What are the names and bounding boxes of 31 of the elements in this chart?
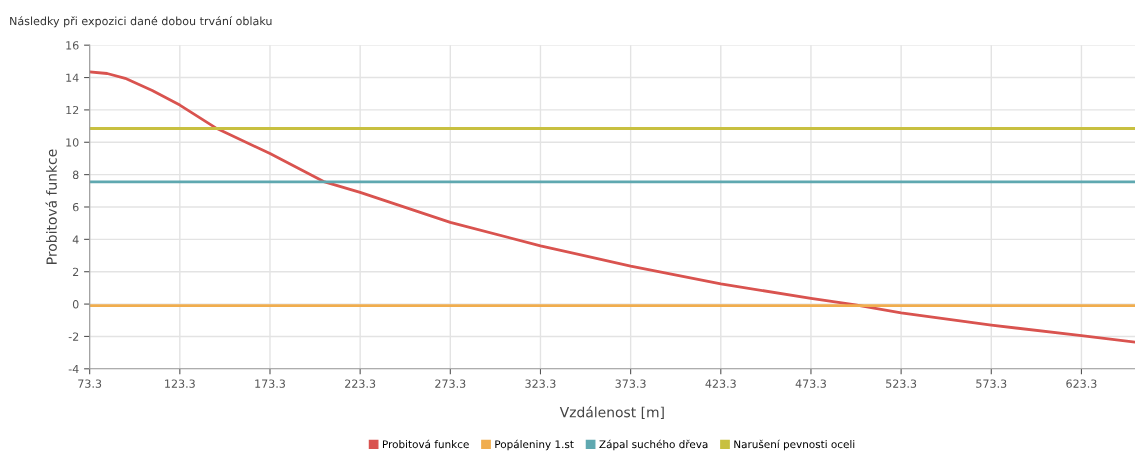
x-tick-label: 423.3 (705, 379, 736, 388)
legend-label: Zápal suchého dřeva (599, 439, 708, 451)
x-tick-label: 173.3 (255, 379, 285, 388)
x-tick-label: 373.3 (615, 379, 646, 388)
y-tick-label: 4 (72, 235, 79, 244)
y-tick-label: 8 (72, 170, 79, 180)
legend-label: Probitová funkce (382, 439, 469, 449)
x-tick-label: 323.3 (525, 379, 556, 388)
x-tick-label: 573.3 (976, 379, 1007, 388)
x-tick-label: 123.3 (165, 379, 195, 388)
y-tick-label: 16 (66, 41, 79, 50)
x-tick-label: 73.3 (78, 379, 102, 388)
y-tick-label: 6 (72, 202, 79, 212)
x-tick-label: 223.3 (345, 379, 376, 388)
line-series (89, 70, 1135, 344)
y-tick-label: 10 (66, 138, 79, 147)
y-tick-label: 0 (72, 300, 79, 309)
y-tick-label: 2 (72, 267, 79, 276)
y-tick-label: -2 (68, 332, 79, 341)
y-tick-label: 14 (66, 73, 79, 82)
x-tick-label: 473.3 (795, 379, 826, 388)
legend-label: Narušení pevnosti oceli (734, 439, 855, 451)
y-tick-label: -4 (68, 364, 79, 374)
legend-label: Popáleniny 1.st (495, 439, 574, 451)
x-tick-label: 523.3 (886, 379, 917, 388)
y-axis-title: Probitová funkce (45, 149, 57, 264)
x-axis-title: Vzdálenost [m] (559, 406, 664, 420)
y-tick-label: 12 (66, 105, 79, 115)
x-tick-label: 623.3 (1066, 379, 1097, 388)
chart-title: Následky při expozici dané dobou trvání oblaku (10, 16, 272, 28)
x-tick-label: 273.3 (435, 379, 466, 388)
